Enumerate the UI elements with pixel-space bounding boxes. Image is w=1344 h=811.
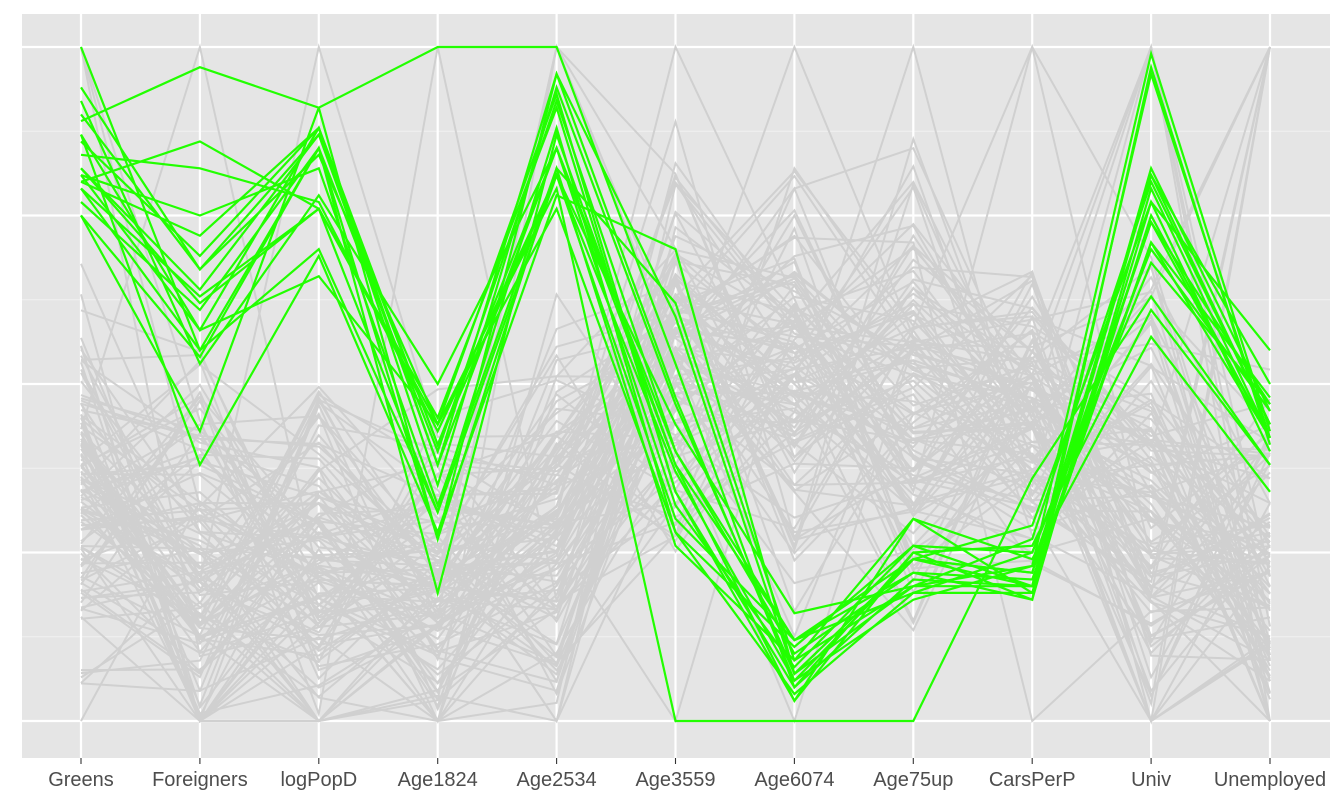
x-axis-tick-label: logPopD	[280, 769, 357, 791]
x-axis-ticks	[80, 758, 1271, 764]
x-axis-tick-label: Unemployed	[1214, 769, 1326, 791]
x-axis-tick-label: Age3559	[635, 769, 715, 791]
x-axis-tick-label: Greens	[48, 769, 114, 791]
background-series-line	[80, 244, 1271, 624]
highlighted-series-line	[79, 134, 1271, 676]
background-series-line	[80, 174, 1271, 655]
background-series-line	[80, 304, 1271, 722]
x-axis-tick-label: Age2534	[517, 769, 597, 791]
background-series-line	[80, 275, 1271, 664]
background-series-line	[80, 46, 1271, 662]
x-axis-tick-labels: Greens Foreigners logPopD Age1824 Age2534 Age…	[48, 769, 1326, 791]
highlighted-series-line	[80, 45, 1271, 690]
highlighted-series-lines	[79, 45, 1272, 723]
background-series-line	[80, 175, 1271, 682]
x-axis-tick-label: Age1824	[398, 769, 478, 791]
highlighted-series-line	[80, 49, 1272, 683]
highlighted-series-line	[79, 100, 1271, 669]
background-series-line	[80, 272, 1271, 695]
background-series-line	[80, 269, 1271, 724]
background-series-line	[80, 296, 1271, 724]
background-series-line	[80, 312, 1271, 596]
background-series-line	[80, 44, 1271, 643]
background-series-line	[80, 213, 1271, 605]
x-axis-tick-label: Age75up	[873, 769, 953, 791]
x-axis-tick-label: Foreigners	[152, 769, 248, 791]
highlighted-series-line	[80, 174, 1271, 696]
x-axis-tick-label: CarsPerP	[989, 769, 1076, 791]
x-axis-tick-label: Univ	[1131, 769, 1171, 791]
x-axis-tick-label: Age6074	[754, 769, 834, 791]
